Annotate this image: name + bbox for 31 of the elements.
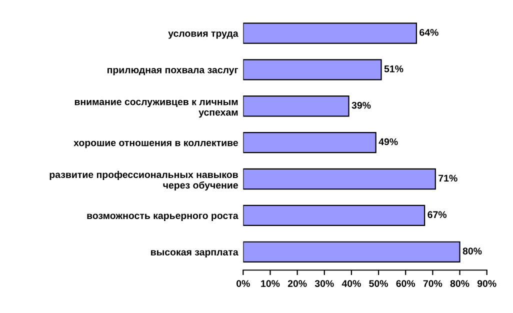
data-label: 49%: [378, 138, 398, 146]
x-tick-label: 40%: [342, 280, 361, 287]
x-tick-label: 60%: [396, 280, 416, 287]
bar: [243, 59, 382, 80]
y-tick-label: высокая зарплата: [151, 250, 238, 258]
y-tick-label: условия труда: [168, 32, 238, 39]
data-label: 67%: [428, 211, 447, 218]
y-tick-label: прилюдная похвала заслуг: [108, 68, 238, 76]
x-tick-label: 20%: [288, 280, 307, 287]
y-tick-label: возможность карьерного роста: [87, 214, 238, 221]
bar: [243, 241, 460, 262]
y-tick-label: развитие профессиональных навыков через обучение: [50, 170, 238, 191]
bar: [243, 132, 376, 154]
bar: [243, 204, 426, 226]
x-tick-label: 70%: [423, 280, 442, 287]
y-tick-label: хорошие отношения в коллективе: [74, 140, 238, 148]
bar: [243, 22, 417, 44]
bar: [243, 96, 350, 117]
x-tick-label: 90%: [477, 280, 496, 287]
x-tick-label: 80%: [450, 280, 470, 287]
data-label: 80%: [462, 248, 482, 255]
x-tick-label: 10%: [261, 280, 280, 287]
y-tick-label: внимание сослуживцев к личным успехам: [74, 100, 238, 118]
data-label: 39%: [352, 102, 371, 109]
data-label: 51%: [384, 65, 404, 72]
data-label: 71%: [438, 174, 458, 182]
x-tick-label: 50%: [369, 280, 388, 287]
x-tick-label: 30%: [314, 280, 334, 287]
bar: [243, 168, 436, 190]
data-label: 64%: [420, 28, 438, 36]
x-tick-label: 0%: [236, 280, 250, 287]
